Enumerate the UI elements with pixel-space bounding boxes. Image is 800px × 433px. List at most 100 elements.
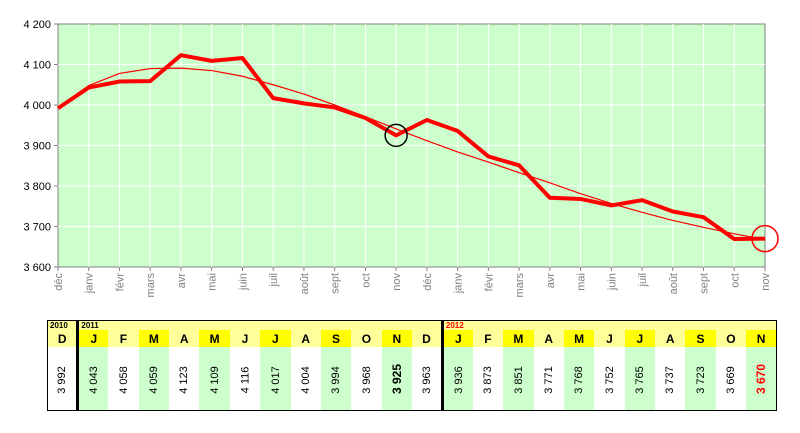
value-text: 4 017 bbox=[269, 365, 282, 394]
value-cell: 3 873 bbox=[472, 347, 504, 411]
year-2012-cell: 2012 bbox=[440, 320, 777, 330]
month-cell: A bbox=[533, 330, 564, 347]
month-cell: D bbox=[47, 330, 78, 347]
value-text: 3 851 bbox=[512, 365, 525, 394]
highlight-circle-black bbox=[384, 123, 408, 148]
x-tick-label: oct bbox=[729, 273, 741, 288]
x-tick-label: juil bbox=[637, 273, 649, 287]
x-tick-label: juin bbox=[606, 273, 618, 291]
data-series-line bbox=[56, 53, 766, 242]
value-text: 3 768 bbox=[573, 365, 586, 394]
value-cell: 3 851 bbox=[503, 347, 534, 411]
x-tick-label: févr bbox=[114, 273, 126, 292]
x-tick-label: nov bbox=[391, 273, 403, 291]
value-cell: 3 994 bbox=[320, 347, 352, 411]
value-cell: 3 752 bbox=[594, 347, 625, 411]
x-tick-label: mars bbox=[514, 273, 526, 298]
value-cell: 3 723 bbox=[685, 347, 716, 411]
x-tick-label: déc bbox=[422, 273, 434, 291]
value-text: 3 963 bbox=[420, 365, 433, 394]
year-2010-cell: 2010 bbox=[47, 320, 78, 330]
x-tick-label: août bbox=[668, 273, 680, 294]
value-text: 4 123 bbox=[178, 365, 191, 394]
month-cell: F bbox=[472, 330, 504, 347]
month-cell: A bbox=[655, 330, 686, 347]
y-tick-label: 4 000 bbox=[23, 100, 51, 112]
x-tick-label: nov bbox=[760, 273, 772, 291]
month-cell: M bbox=[503, 330, 534, 347]
value-text: 3 873 bbox=[481, 365, 494, 394]
y-tick-label: 3 900 bbox=[23, 141, 51, 153]
value-cell: 4 043 bbox=[76, 347, 109, 411]
y-axis-ticks: 3 600 3 700 3 800 3 900 4 000 4 100 4 200 bbox=[23, 19, 58, 274]
value-cell: 4 123 bbox=[169, 347, 200, 411]
x-tick-label: déc bbox=[53, 273, 65, 291]
month-cell: O bbox=[351, 330, 382, 347]
value-cell: 3 737 bbox=[655, 347, 686, 411]
month-cell: M bbox=[138, 330, 169, 347]
x-axis-ticks: déc janv févr mars avr mai juin juil août sept oct… bbox=[53, 267, 772, 297]
x-tick-label: sept bbox=[699, 273, 711, 294]
x-tick-label: oct bbox=[360, 273, 372, 288]
month-cell: J bbox=[440, 330, 473, 347]
value-cell: 4 116 bbox=[229, 347, 261, 411]
month-cell: J bbox=[594, 330, 625, 347]
horizontal-gridlines bbox=[58, 64, 765, 227]
value-text: 3 994 bbox=[330, 365, 343, 394]
highlight-circles bbox=[384, 123, 779, 253]
y-tick-label: 4 100 bbox=[23, 60, 51, 72]
month-cell: J bbox=[229, 330, 261, 347]
value-cell: 3 936 bbox=[440, 347, 473, 411]
value-text: 4 116 bbox=[238, 366, 251, 393]
value-text: 3 723 bbox=[694, 365, 707, 394]
x-tick-label: mai bbox=[207, 273, 219, 291]
value-cell: 4 004 bbox=[290, 347, 321, 411]
value-text: 3 752 bbox=[603, 365, 616, 394]
month-cell: J bbox=[76, 330, 109, 347]
x-tick-label: juin bbox=[237, 273, 249, 291]
x-tick-label: avr bbox=[545, 273, 557, 289]
x-tick-label: mai bbox=[576, 273, 588, 291]
year-row: 2010 2011 2012 bbox=[47, 320, 777, 330]
value-text: 3 936 bbox=[452, 365, 465, 394]
y-tick-label: 3 700 bbox=[23, 222, 51, 234]
value-cell: 3 670 bbox=[746, 347, 777, 411]
value-cell: 3 768 bbox=[563, 347, 595, 411]
x-tick-label: janv bbox=[84, 273, 96, 295]
month-cell: N bbox=[381, 330, 412, 347]
value-text: 3 669 bbox=[724, 365, 737, 394]
value-text: 3 737 bbox=[664, 365, 677, 394]
month-cell: S bbox=[685, 330, 716, 347]
line-chart: 3 600 3 700 3 800 3 900 4 000 4 100 4 200 déc j… bbox=[23, 19, 779, 297]
y-tick-label: 3 600 bbox=[23, 262, 51, 274]
x-tick-label: juil bbox=[268, 273, 280, 287]
value-text: 4 059 bbox=[147, 365, 160, 394]
value-cell: 3 765 bbox=[624, 347, 655, 411]
value-cell: 4 109 bbox=[199, 347, 230, 411]
x-tick-label: févr bbox=[483, 273, 495, 292]
month-cell: M bbox=[199, 330, 230, 347]
value-cell: 3 669 bbox=[715, 347, 747, 411]
x-tick-label: janv bbox=[453, 273, 465, 295]
month-cell: A bbox=[290, 330, 321, 347]
value-text: 3 771 bbox=[542, 365, 555, 394]
month-cell: M bbox=[563, 330, 595, 347]
year-2011-cell: 2011 bbox=[76, 320, 443, 330]
x-tick-label: août bbox=[299, 273, 311, 294]
value-cell: 3 963 bbox=[412, 347, 443, 411]
month-cell: A bbox=[169, 330, 200, 347]
value-text: 4 043 bbox=[87, 365, 100, 394]
month-cell: S bbox=[320, 330, 352, 347]
y-tick-label: 4 200 bbox=[23, 19, 51, 31]
value-text: 3 765 bbox=[633, 365, 646, 394]
value-text: 3 925 bbox=[389, 363, 404, 394]
month-cell: J bbox=[260, 330, 291, 347]
value-row: 3 992 4 043 4 058 4 059 4 123 4 109 4 116 4 017… bbox=[47, 347, 777, 411]
x-tick-label: mars bbox=[145, 273, 157, 298]
value-cell: 4 059 bbox=[138, 347, 169, 411]
value-text: 4 004 bbox=[299, 365, 312, 394]
value-cell: 3 925 bbox=[381, 347, 412, 411]
value-text: 3 670 bbox=[754, 363, 769, 394]
